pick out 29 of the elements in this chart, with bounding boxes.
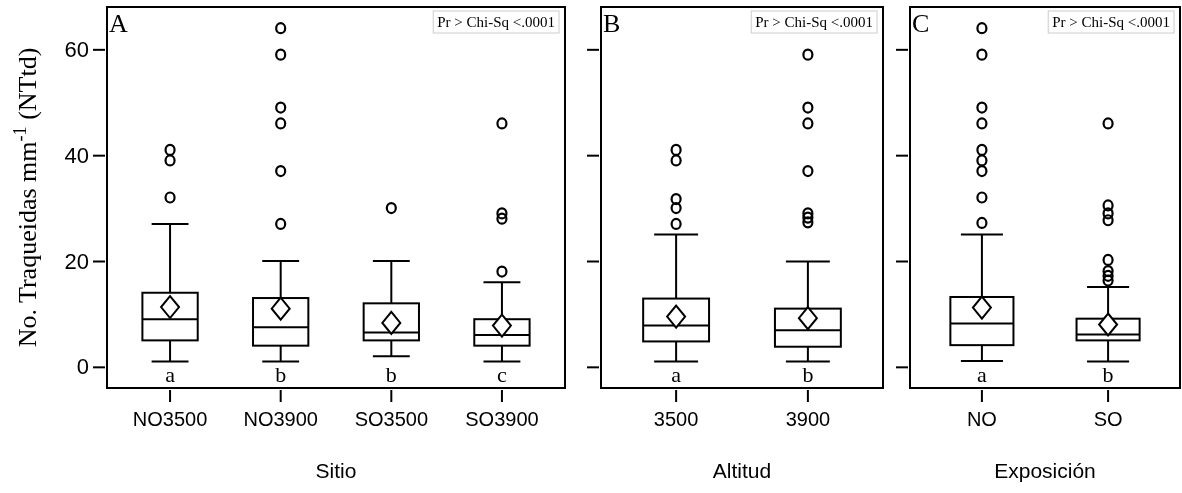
annotation: a xyxy=(165,362,176,387)
y-tick-label: 20 xyxy=(64,248,89,274)
y-tick-label: 40 xyxy=(64,142,89,168)
x-axis-title: Sitio xyxy=(315,459,357,482)
annotation: b xyxy=(275,362,287,387)
x-tick-label: SO3900 xyxy=(465,408,539,431)
x-tick-label: SO xyxy=(1093,408,1123,431)
x-tick-label: NO xyxy=(966,408,997,431)
annotation: Pr > Chi-Sq <.0001 xyxy=(755,14,873,30)
y-tick-label: 0 xyxy=(76,354,89,380)
annotation: b xyxy=(802,362,814,387)
annotation: Pr > Chi-Sq <.0001 xyxy=(1052,14,1170,30)
annotation: c xyxy=(497,362,508,387)
x-tick-label: 3500 xyxy=(653,408,699,431)
annotation: Pr > Chi-Sq <.0001 xyxy=(437,14,555,30)
x-tick-label: SO3500 xyxy=(354,408,429,431)
x-tick-label: NO3500 xyxy=(132,408,208,431)
annotation: C xyxy=(912,9,930,38)
x-axis-title: Altitud xyxy=(712,459,772,482)
x-axis-title: Exposición xyxy=(994,459,1096,482)
annotation: a xyxy=(977,362,988,387)
y-tick-label: 60 xyxy=(64,36,89,62)
annotation: B xyxy=(603,9,621,38)
annotation: A xyxy=(109,9,128,38)
annotation: b xyxy=(1102,362,1114,387)
annotation: a xyxy=(671,362,682,387)
x-tick-label: NO3900 xyxy=(243,408,318,431)
x-tick-label: 3900 xyxy=(785,408,831,431)
annotation: b xyxy=(385,362,397,387)
